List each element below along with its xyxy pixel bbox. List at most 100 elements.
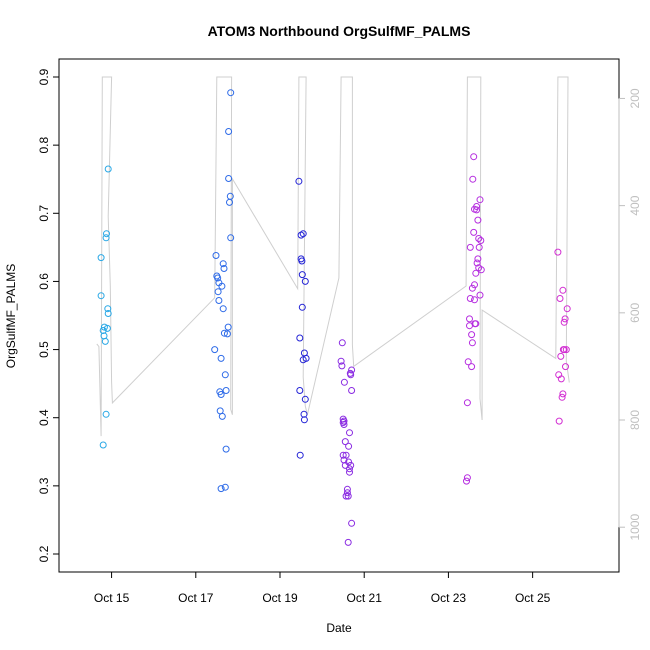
data-point (556, 295, 564, 302)
data-point (463, 477, 470, 485)
data-point (296, 451, 304, 459)
data-point (342, 492, 350, 500)
y-tick-label: 0.6 (37, 273, 51, 290)
data-point (477, 237, 485, 244)
data-point (222, 387, 230, 394)
y2-axis: 200 400 600 800 1000 (618, 88, 642, 541)
x-axis: Oct 15 Oct 17 Oct 19 Oct 21 Oct 23 Oct 25 (94, 571, 551, 605)
data-point (340, 421, 348, 428)
chart-title: ATOM3 Northbound OrgSulfMF_PALMS (208, 23, 471, 39)
data-point (224, 323, 232, 331)
data-point (468, 284, 476, 292)
data-point (295, 177, 303, 185)
y-tick-label: 0.9 (37, 68, 51, 85)
series-6 (554, 248, 571, 425)
data-point (223, 330, 231, 338)
x-tick-label: Oct 21 (347, 591, 383, 605)
x-tick-label: Oct 19 (262, 591, 298, 605)
data-point (474, 255, 482, 263)
data-point (211, 346, 219, 354)
data-point (220, 329, 228, 337)
series-4 (337, 339, 356, 546)
points-layer (97, 89, 571, 546)
y2-tick-label: 200 (628, 88, 642, 108)
data-point (347, 371, 355, 379)
data-point (474, 216, 482, 224)
data-point (472, 320, 480, 328)
x-tick-label: Oct 15 (94, 591, 130, 605)
data-point (104, 310, 112, 317)
data-point (466, 295, 474, 302)
data-point (463, 474, 471, 482)
data-point (221, 483, 229, 491)
y-axis-label: OrgSulfMF_PALMS (4, 264, 18, 368)
data-point (469, 175, 477, 183)
pressure-layer (96, 76, 570, 437)
x-tick-label: Oct 17 (178, 591, 214, 605)
data-point (219, 305, 227, 313)
data-point (560, 318, 568, 326)
data-point (337, 357, 345, 365)
data-point (340, 378, 348, 386)
data-point (558, 393, 566, 401)
y-axis: 0.2 0.3 0.4 0.5 0.6 0.7 0.8 0.9 (37, 68, 60, 562)
data-point (214, 274, 222, 282)
x-axis-label: Date (326, 621, 352, 635)
y-tick-label: 0.7 (37, 205, 51, 222)
data-point (338, 339, 346, 347)
data-point (340, 417, 348, 425)
data-point (217, 354, 225, 362)
data-point (299, 230, 307, 238)
data-point (219, 260, 227, 268)
data-point (104, 305, 112, 313)
data-point (473, 203, 481, 210)
data-point (298, 271, 306, 279)
data-point (225, 175, 233, 182)
data-point (99, 327, 107, 334)
data-point (102, 234, 110, 242)
data-point (470, 228, 478, 236)
series-1 (97, 165, 112, 449)
data-point (555, 417, 563, 425)
data-point (348, 387, 356, 394)
data-point (226, 192, 234, 200)
data-point (560, 346, 568, 354)
data-point (341, 438, 349, 446)
data-point (338, 362, 346, 370)
y-tick-label: 0.4 (37, 409, 51, 426)
data-point (300, 416, 308, 424)
data-point (559, 286, 567, 294)
data-point (464, 358, 472, 366)
y2-tick-label: 1000 (628, 514, 642, 541)
data-point (563, 305, 571, 313)
data-point (218, 282, 226, 290)
data-point (298, 303, 306, 311)
data-point (343, 485, 351, 493)
data-point (97, 292, 105, 300)
y2-tick-label: 400 (628, 195, 642, 215)
y2-tick-label: 800 (628, 410, 642, 430)
data-point (212, 252, 220, 259)
data-point (468, 331, 476, 339)
data-point (221, 371, 229, 379)
data-point (344, 492, 352, 500)
data-point (227, 234, 235, 242)
data-point (218, 412, 226, 420)
data-point (101, 337, 109, 345)
y2-tick-label: 600 (628, 302, 642, 322)
data-point (342, 451, 350, 459)
data-point (103, 230, 110, 238)
data-point (301, 277, 309, 285)
data-point (476, 291, 484, 299)
data-point (476, 196, 484, 204)
data-point (468, 363, 476, 371)
data-point (554, 248, 562, 256)
data-point (348, 366, 356, 374)
data-point (477, 266, 485, 274)
data-point (559, 390, 567, 398)
data-point (346, 468, 353, 476)
data-point (302, 354, 310, 362)
data-point (99, 441, 107, 449)
data-point (346, 465, 353, 473)
